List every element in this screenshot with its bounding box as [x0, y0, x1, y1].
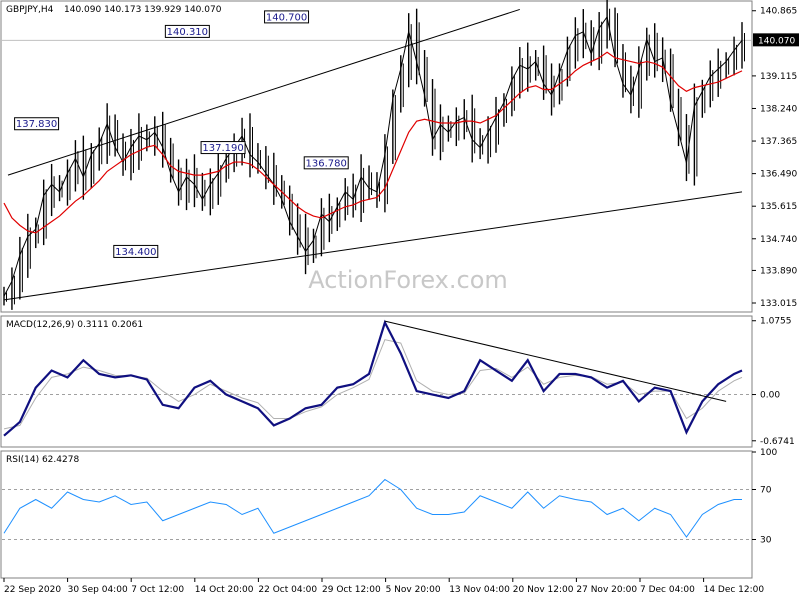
- level-label-text: 140.700: [266, 12, 307, 23]
- rsi-layer: [2, 478, 752, 540]
- macd-panel-frame: [0, 315, 753, 448]
- rsi-title: RSI(14) 62.4278: [6, 455, 79, 465]
- rsi-axis-label: 70: [760, 486, 772, 496]
- rsi-panel-frame: [0, 450, 753, 579]
- level-label-text: 137.190: [202, 143, 243, 154]
- level-label-text: 136.780: [306, 158, 347, 169]
- price-axis-label: 136.490: [760, 170, 797, 180]
- level-label-box: [164, 24, 210, 38]
- x-axis-label: 14 Dec 12:00: [704, 585, 765, 595]
- price-axis-label: 133.890: [760, 266, 797, 276]
- price-axis-label: 140.865: [760, 7, 797, 17]
- price-header-ohlc: 140.090 140.173 139.929 140.070: [64, 5, 222, 15]
- price-close-line: [3, 15, 743, 297]
- rsi-line: [3, 478, 742, 538]
- current-price-badge: [753, 33, 799, 47]
- level-label-box: [200, 141, 246, 155]
- level-label: 134.400: [113, 244, 159, 258]
- macd-axis-label: -0.6741: [760, 437, 795, 447]
- current-price-label: 140.070: [758, 36, 795, 46]
- x-axis-label: 22 Oct 04:00: [258, 585, 317, 595]
- level-label-text: 134.400: [115, 247, 156, 258]
- level-label: 137.190: [200, 141, 246, 155]
- x-axis-label: 29 Oct 12:00: [322, 585, 381, 595]
- level-label: 140.310: [164, 24, 210, 38]
- watermark: ActionForex.com: [308, 266, 508, 294]
- price-bars: [3, 0, 745, 310]
- x-axis-label: 5 Nov 20:00: [386, 585, 441, 595]
- x-axis-label: 27 Nov 20:00: [576, 585, 637, 595]
- macd-trendline-0: [384, 320, 727, 402]
- level-label-box: [264, 10, 310, 24]
- level-label: 140.700: [264, 10, 310, 24]
- macd-layer: [2, 319, 752, 437]
- x-axis-label: 13 Nov 04:00: [449, 585, 510, 595]
- level-label: 136.780: [303, 156, 349, 170]
- price-trendline-1: [3, 191, 743, 301]
- level-label-box: [113, 244, 159, 258]
- macd-line: [3, 319, 743, 437]
- price-layer: 137.830 140.310 134.400 137.190 140.700 136.7…: [2, 0, 752, 310]
- price-axis-label: 139.115: [760, 72, 797, 82]
- x-axis-label: 30 Sep 04:00: [68, 585, 128, 595]
- x-axis-label: 14 Oct 20:00: [195, 585, 254, 595]
- price-axis-label: 134.740: [760, 235, 797, 245]
- moving-average-line: [3, 51, 743, 234]
- price-header-symbol: GBPJPY,H4: [6, 5, 54, 15]
- level-label-text: 140.310: [167, 27, 208, 38]
- macd-title: MACD(12,26,9) 0.3111 0.2061: [6, 320, 143, 330]
- level-label-box: [303, 156, 349, 170]
- macd-axis-label: 1.0755: [760, 317, 792, 327]
- price-axis-label: 135.615: [760, 202, 797, 212]
- price-trendline-0: [7, 8, 520, 176]
- macd-axis-label: 0.00: [760, 391, 780, 401]
- rsi-axis-label: 100: [760, 448, 777, 458]
- rsi-axis-label: 30: [760, 536, 772, 546]
- price-axis-label: 137.365: [760, 137, 797, 147]
- x-axis-label: 20 Nov 12:00: [513, 585, 574, 595]
- x-axis-label: 22 Sep 2020: [4, 585, 61, 595]
- price-panel-frame: [0, 0, 753, 313]
- price-axis-label: 133.015: [760, 299, 797, 309]
- level-label: 137.830: [14, 117, 60, 131]
- macd-signal-line: [3, 339, 743, 430]
- x-axis-label: 7 Oct 12:00: [131, 585, 184, 595]
- level-label-text: 137.830: [16, 119, 57, 130]
- x-axis-label: 7 Dec 04:00: [640, 585, 695, 595]
- axis-layer: 140.865 139.115 138.240 137.365 136.490 135.6…: [3, 7, 799, 595]
- price-axis-label: 138.240: [760, 104, 797, 114]
- level-label-box: [14, 117, 60, 131]
